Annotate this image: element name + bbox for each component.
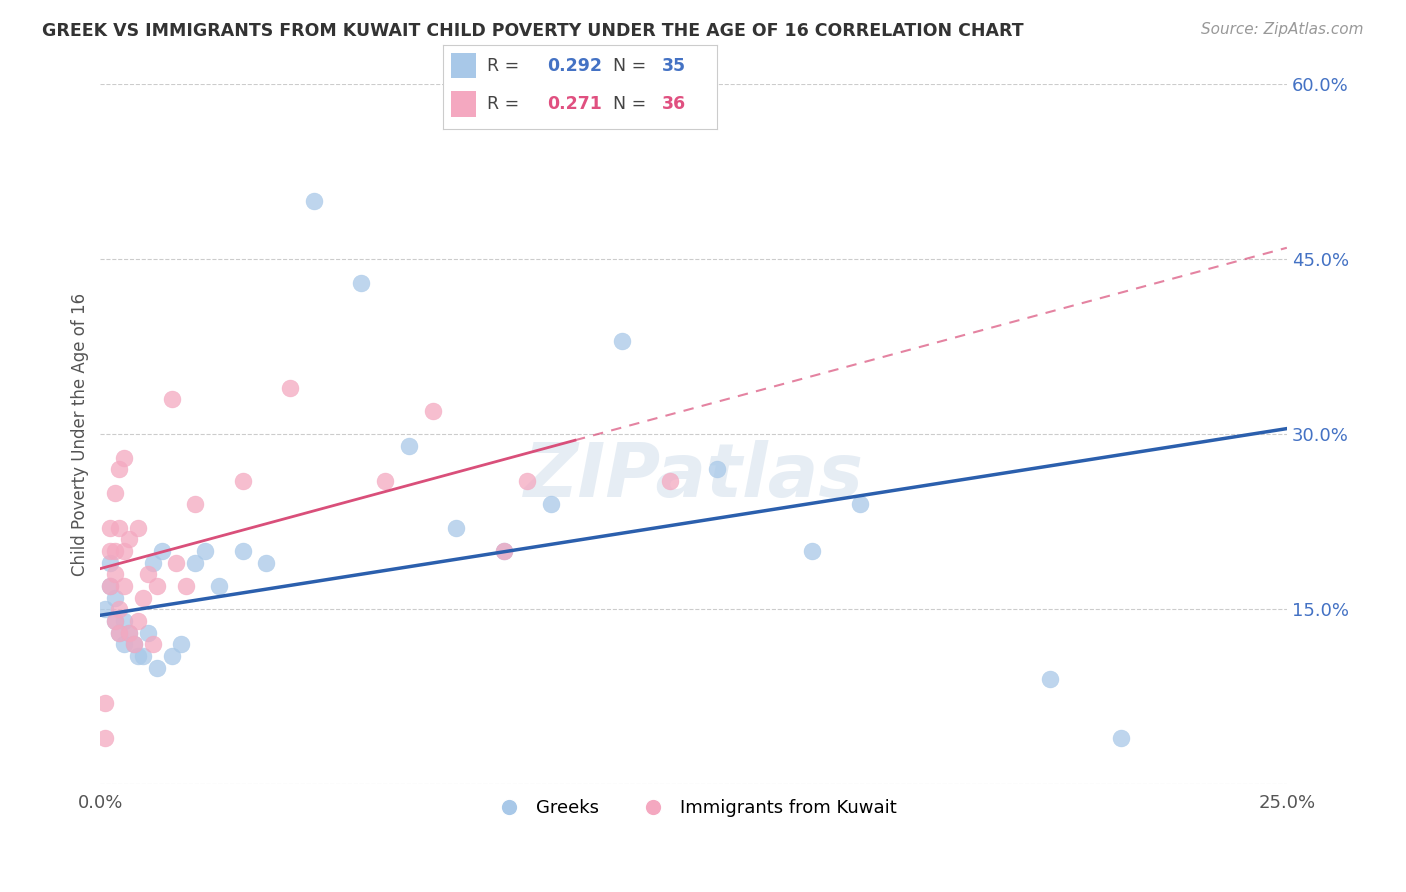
Point [278, 381, 301, 395]
Text: GREEK VS IMMIGRANTS FROM KUWAIT CHILD POVERTY UNDER THE AGE OF 16 CORRELATION CH: GREEK VS IMMIGRANTS FROM KUWAIT CHILD PO… [42, 22, 1024, 40]
Point [492, 544, 515, 558]
Legend: Greeks, Immigrants from Kuwait: Greeks, Immigrants from Kuwait [484, 792, 904, 824]
Point [103, 567, 125, 582]
Point [170, 637, 193, 651]
Point [98, 579, 121, 593]
Point [127, 649, 149, 664]
Point [122, 637, 145, 651]
Point [184, 498, 207, 512]
Point [127, 614, 149, 628]
Text: ZIPatlas: ZIPatlas [523, 440, 863, 513]
Point [118, 533, 141, 547]
Point [174, 579, 197, 593]
Text: R =: R = [486, 57, 524, 75]
Point [232, 544, 254, 558]
Point [112, 544, 135, 558]
Point [108, 602, 131, 616]
Point [108, 462, 131, 476]
Point [142, 556, 165, 570]
Point [94, 696, 117, 710]
Point [136, 625, 159, 640]
Point [612, 334, 634, 348]
Text: N =: N = [613, 57, 651, 75]
Point [208, 579, 231, 593]
Text: 0.271: 0.271 [547, 95, 602, 113]
Text: 36: 36 [662, 95, 686, 113]
Point [103, 614, 125, 628]
Point [848, 498, 870, 512]
Point [94, 602, 117, 616]
Point [132, 591, 155, 605]
Text: Source: ZipAtlas.com: Source: ZipAtlas.com [1201, 22, 1364, 37]
Point [801, 544, 824, 558]
Point [122, 637, 145, 651]
Point [446, 521, 468, 535]
Point [142, 637, 165, 651]
Point [398, 439, 420, 453]
Point [160, 392, 183, 407]
Point [112, 614, 135, 628]
Bar [451, 91, 475, 117]
Point [422, 404, 444, 418]
Point [492, 544, 515, 558]
Point [256, 556, 278, 570]
Text: N =: N = [613, 95, 651, 113]
Point [103, 485, 125, 500]
Text: R =: R = [486, 95, 524, 113]
Point [112, 450, 135, 465]
Point [516, 474, 538, 488]
Point [112, 637, 135, 651]
Point [194, 544, 217, 558]
Point [302, 194, 325, 208]
Point [112, 579, 135, 593]
Point [98, 544, 121, 558]
Point [94, 731, 117, 745]
Point [374, 474, 396, 488]
Text: 0.292: 0.292 [547, 57, 602, 75]
Y-axis label: Child Poverty Under the Age of 16: Child Poverty Under the Age of 16 [72, 293, 89, 576]
Bar [451, 54, 475, 78]
Point [150, 544, 173, 558]
Point [658, 474, 681, 488]
Point [146, 579, 169, 593]
Point [540, 498, 562, 512]
Point [108, 625, 131, 640]
Point [350, 276, 373, 290]
Point [103, 544, 125, 558]
Point [118, 625, 141, 640]
Point [108, 625, 131, 640]
Point [1109, 731, 1132, 745]
Point [706, 462, 728, 476]
Point [98, 521, 121, 535]
Point [98, 579, 121, 593]
Point [165, 556, 187, 570]
Point [160, 649, 183, 664]
Point [103, 591, 125, 605]
Point [132, 649, 155, 664]
Point [184, 556, 207, 570]
Point [118, 625, 141, 640]
Point [98, 556, 121, 570]
Text: 35: 35 [662, 57, 686, 75]
Point [136, 567, 159, 582]
Point [103, 614, 125, 628]
Point [146, 661, 169, 675]
Point [108, 521, 131, 535]
Point [232, 474, 254, 488]
Point [1038, 673, 1060, 687]
Point [127, 521, 149, 535]
